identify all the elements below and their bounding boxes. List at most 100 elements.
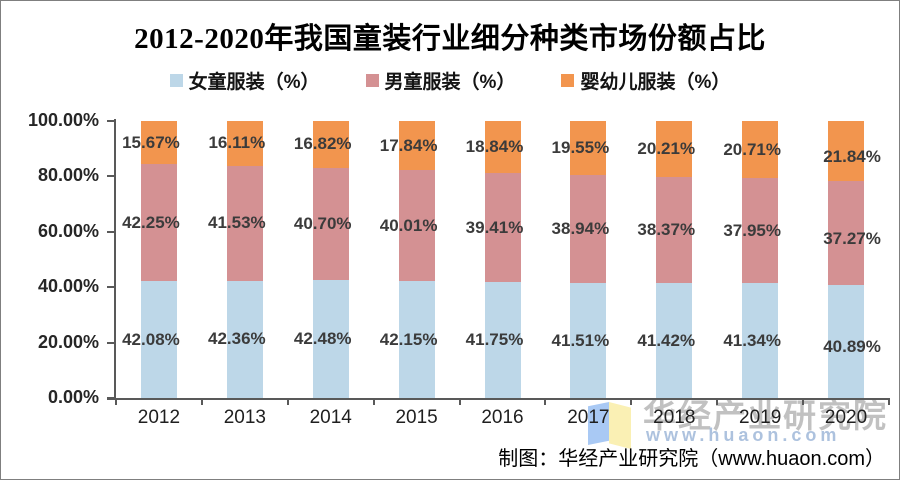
legend-swatch-boys [365, 74, 379, 87]
logo-page-right [609, 402, 631, 449]
bar-segment-girls [828, 284, 865, 398]
x-axis-tick [458, 398, 461, 405]
x-axis-label: 2016 [481, 407, 524, 428]
bar-segment-boys [656, 176, 693, 284]
legend: 女童服装（%） 男童服装（%） 婴幼儿服装（%） [1, 67, 899, 94]
bar-value-label: 17.84% [379, 135, 438, 155]
bar-value-label: 16.82% [293, 134, 352, 154]
bar-segment-boys [742, 178, 779, 284]
legend-label-boys: 男童服装（%） [384, 72, 516, 93]
y-tick-label: 80.00% [37, 165, 99, 186]
legend-item-boys: 男童服装（%） [365, 67, 516, 94]
bar-segment-infants [312, 121, 349, 168]
bar-segment-girls [570, 283, 607, 398]
bar-segment-boys [226, 165, 263, 281]
bar-value-label: 40.01% [379, 215, 438, 235]
watermark-brand-text: 华经产业研究院 [643, 397, 888, 434]
bar-segment-girls [484, 282, 521, 398]
x-axis-label: 2015 [395, 407, 438, 428]
chart-title: 2012-2020年我国童装行业细分种类市场份额占比 [134, 23, 766, 55]
x-axis-label: 2012 [137, 407, 181, 428]
bar-segment-infants [226, 121, 263, 166]
bar-value-label: 42.36% [207, 329, 266, 349]
bar-value-label: 42.25% [122, 212, 180, 232]
huaon-logo-icon [587, 399, 633, 449]
bar-segment-girls [742, 283, 779, 398]
y-axis-tick [107, 175, 116, 178]
bar-value-label: 41.75% [465, 330, 524, 350]
bar-segment-boys [140, 164, 177, 282]
bar-value-label: 20.21% [637, 138, 696, 158]
bar-segment-girls [140, 281, 177, 398]
x-axis-label: 2017 [567, 407, 610, 428]
x-axis-tick [286, 398, 289, 405]
bar-segment-infants [398, 121, 435, 171]
y-axis-tick [107, 230, 116, 233]
x-axis-tick [200, 398, 203, 405]
bar-segment-infants [742, 121, 779, 179]
bar-segment-girls [656, 283, 693, 398]
legend-label-girls: 女童服装（%） [188, 72, 320, 93]
y-tick-label: 100.00% [27, 110, 99, 130]
x-axis-tick [802, 398, 805, 405]
x-axis-tick [544, 398, 547, 405]
legend-item-infants: 婴幼儿服装（%） [561, 67, 730, 94]
x-axis-tick [630, 398, 633, 405]
y-tick-label: 0.00% [47, 387, 99, 407]
bar-segment-infants [484, 121, 521, 174]
bar-value-label: 41.42% [637, 330, 696, 350]
credit-line: 制图：华经产业研究院（www.huaon.com） [498, 448, 885, 470]
y-axis-tick [107, 397, 116, 399]
bar-value-label: 37.95% [723, 220, 781, 240]
bar-value-label: 39.41% [465, 217, 524, 237]
bar-value-label: 41.53% [207, 213, 266, 233]
bar-segment-girls [226, 280, 263, 398]
legend-item-girls: 女童服装（%） [169, 67, 320, 94]
bar-value-label: 37.27% [823, 229, 881, 249]
bar-segment-boys [828, 181, 865, 285]
y-axis-tick [107, 286, 116, 289]
x-axis-tick [716, 398, 719, 405]
x-axis-tick [888, 398, 890, 405]
bar-value-label: 18.84% [465, 137, 524, 157]
x-axis-label: 2018 [653, 407, 696, 428]
logo-page-left [588, 402, 609, 445]
bar-segment-boys [312, 167, 349, 281]
bar-value-label: 42.48% [293, 329, 352, 349]
bar-segment-girls [398, 281, 435, 398]
legend-label-infants: 婴幼儿服装（%） [580, 72, 731, 93]
bar-value-label: 38.37% [637, 220, 696, 240]
bar-value-label: 20.71% [723, 139, 781, 159]
bar-value-label: 40.89% [823, 337, 881, 357]
x-axis-label: 2013 [223, 407, 266, 428]
x-axis-tick [372, 398, 375, 405]
legend-swatch-infants [561, 74, 575, 87]
bar-value-label: 19.55% [551, 138, 610, 158]
bar-segment-boys [398, 170, 435, 282]
x-axis-line [107, 398, 889, 400]
bar-value-label: 41.51% [551, 330, 610, 350]
y-tick-label: 60.00% [37, 220, 99, 241]
bar-value-label: 42.08% [122, 329, 180, 349]
y-axis-line [114, 119, 116, 400]
watermark-site-text: www.huaon.com [646, 425, 841, 445]
bar-value-label: 40.70% [293, 213, 352, 233]
bar-value-label: 21.84% [823, 147, 881, 167]
bar-value-label: 41.34% [723, 330, 781, 350]
bar-value-label: 15.67% [122, 132, 180, 152]
bar-value-label: 42.15% [379, 329, 438, 349]
bar-segment-infants [570, 121, 607, 176]
x-axis-label: 2019 [739, 407, 782, 428]
bar-segment-boys [570, 175, 607, 283]
x-axis-tick [115, 398, 117, 405]
y-axis-tick [107, 120, 116, 122]
y-axis-tick [107, 341, 116, 344]
x-axis-label: 2020 [824, 407, 868, 428]
bar-value-label: 16.11% [208, 133, 266, 153]
legend-swatch-girls [169, 74, 183, 87]
x-axis-label: 2014 [309, 407, 352, 428]
bar-segment-infants [656, 121, 693, 177]
